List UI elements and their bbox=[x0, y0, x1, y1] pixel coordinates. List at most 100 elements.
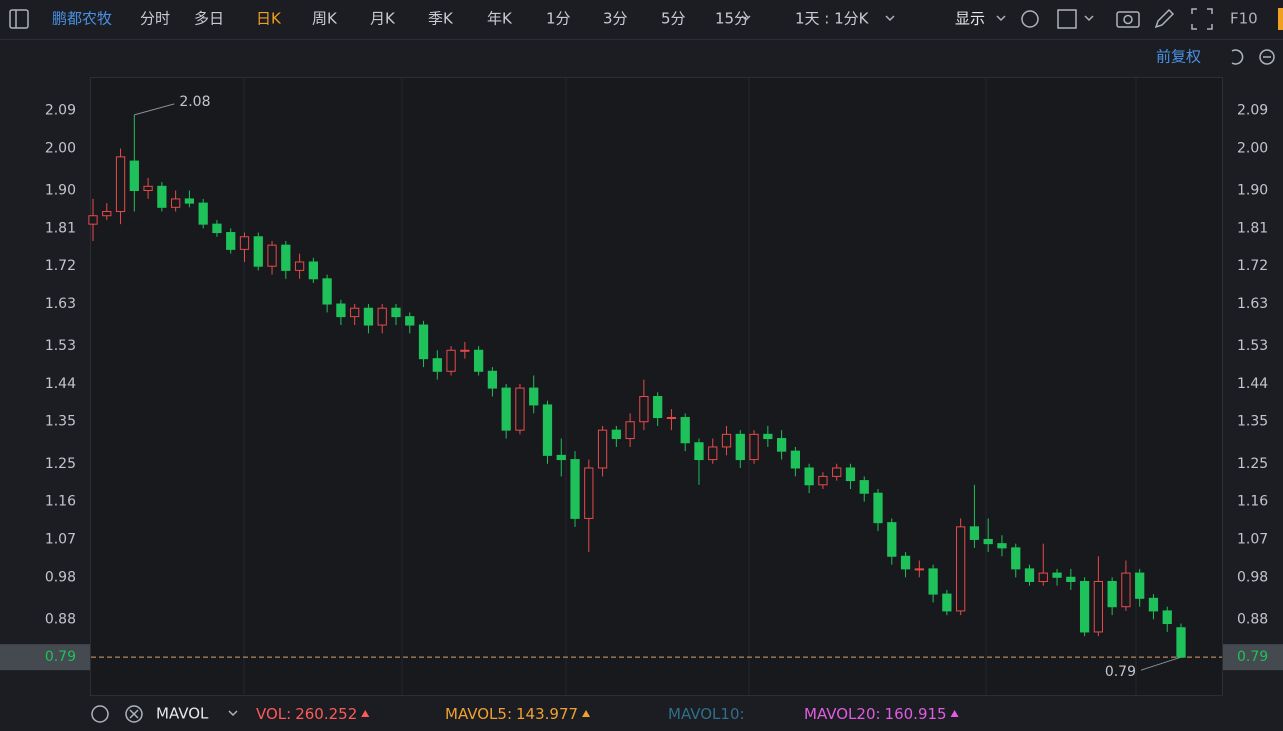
candle-body bbox=[584, 467, 594, 519]
y2-tick-label: 0.79 bbox=[1237, 649, 1268, 665]
candle-body bbox=[956, 526, 966, 612]
indicator-close-icon[interactable] bbox=[125, 705, 143, 723]
candle-body bbox=[487, 370, 498, 389]
reset-icon[interactable] bbox=[1231, 49, 1244, 65]
tab[interactable]: 月K bbox=[370, 10, 396, 28]
candle-body bbox=[763, 433, 773, 440]
tab[interactable]: 5分 bbox=[661, 10, 686, 28]
candle-body bbox=[625, 421, 635, 440]
sidebar-icon[interactable] bbox=[9, 9, 29, 29]
candles: 2.09 2.09 2.00 2.00 1.90 1.90 1.81 1.81 1.72 1.72… bbox=[0, 94, 1283, 680]
tabs: 分时 多日 日K 周K 月K 季K 年K 1分 3分 5分 15分 bbox=[140, 10, 749, 28]
y2-tick-label: 1.35 bbox=[1237, 414, 1268, 430]
y2-tick-label: 1.16 bbox=[1237, 494, 1268, 510]
tab[interactable]: 15分 bbox=[715, 10, 749, 28]
chevron bbox=[741, 15, 751, 22]
candle-body bbox=[115, 156, 126, 213]
candle-body bbox=[1011, 547, 1021, 570]
indicator-settings-icon[interactable] bbox=[91, 705, 109, 723]
trend-arrow bbox=[582, 710, 591, 717]
indicator-value: 143.977 bbox=[516, 705, 578, 723]
candle-body bbox=[1148, 597, 1159, 612]
tab[interactable]: 分时 bbox=[140, 10, 170, 28]
indicator-name[interactable]: MAVOL bbox=[156, 705, 209, 723]
y2-tick-label: 0.88 bbox=[1237, 611, 1268, 627]
display-menu[interactable]: 显示 bbox=[955, 10, 985, 28]
candle-body bbox=[294, 261, 305, 271]
tab[interactable]: 季K bbox=[428, 10, 454, 28]
candle-body bbox=[832, 467, 842, 477]
chevron bbox=[1084, 15, 1094, 22]
camera-icon[interactable] bbox=[1116, 11, 1140, 28]
candle-body bbox=[281, 244, 291, 271]
candle-body bbox=[198, 202, 208, 225]
y-tick-label: 1.44 bbox=[45, 376, 76, 392]
candle-body bbox=[446, 349, 456, 372]
tab[interactable]: 年K bbox=[487, 10, 513, 28]
candle-body bbox=[377, 307, 387, 326]
edge-marker bbox=[1278, 8, 1283, 30]
indicator-label: MAVOL20: bbox=[804, 705, 881, 723]
candle-body bbox=[914, 568, 924, 571]
indicator-item: MAVOL10: bbox=[668, 705, 745, 723]
candle-body bbox=[653, 396, 663, 419]
candle-body bbox=[680, 417, 690, 444]
y2-tick-label: 1.25 bbox=[1237, 456, 1268, 472]
candle-body bbox=[969, 526, 980, 540]
y-tick-label: 1.63 bbox=[45, 296, 76, 312]
candle-body bbox=[336, 303, 346, 318]
adjust-select[interactable]: 前复权 bbox=[1156, 48, 1201, 66]
candle-body bbox=[900, 555, 911, 570]
settings-icon[interactable] bbox=[1021, 10, 1039, 28]
plot-area bbox=[90, 77, 1223, 696]
indicator-item: MAVOL5: 143.977 bbox=[445, 705, 578, 723]
y-tick-label: 1.90 bbox=[45, 183, 76, 199]
candle-body bbox=[983, 538, 993, 545]
last-price-box bbox=[1223, 644, 1283, 671]
f10-button[interactable]: F10 bbox=[1230, 10, 1258, 28]
candle-body bbox=[501, 387, 511, 431]
tab[interactable]: 3分 bbox=[603, 10, 628, 28]
close-x bbox=[129, 709, 139, 719]
indicator-value: 160.915 bbox=[885, 705, 947, 723]
indicator-label: MAVOL5: bbox=[445, 705, 512, 723]
candle-body bbox=[253, 236, 263, 267]
tab[interactable]: 日K bbox=[256, 10, 282, 28]
candle-body bbox=[129, 160, 139, 192]
candle-body bbox=[611, 429, 621, 440]
candle-body bbox=[363, 307, 374, 326]
fullscreen-icon[interactable] bbox=[1191, 8, 1213, 30]
checkbox-icon[interactable] bbox=[1057, 9, 1077, 29]
candle-body bbox=[529, 387, 539, 406]
pen-icon[interactable] bbox=[1154, 8, 1175, 29]
chevron bbox=[996, 15, 1006, 22]
candle-body bbox=[639, 396, 649, 423]
indicator-item: MAVOL20: 160.915 bbox=[804, 705, 947, 723]
indicator-label: MAVOL10: bbox=[668, 705, 745, 723]
max-label: 2.08 bbox=[179, 94, 210, 110]
candle-body bbox=[432, 358, 442, 372]
candle-body bbox=[928, 568, 938, 595]
candle-body bbox=[1107, 580, 1117, 608]
candle-body bbox=[1176, 627, 1186, 658]
tab[interactable]: 1分 bbox=[546, 10, 571, 28]
y-tick-label: 1.81 bbox=[45, 220, 76, 236]
stock-name[interactable]: 鹏都农牧 bbox=[52, 10, 112, 28]
candle-body bbox=[1093, 580, 1103, 633]
trend-arrow bbox=[950, 710, 959, 717]
candle-body bbox=[749, 433, 759, 461]
y-tick-label: 1.07 bbox=[45, 531, 76, 547]
candle-body bbox=[1121, 572, 1131, 608]
y-tick-label: 1.72 bbox=[45, 258, 76, 274]
y-tick-label: 2.09 bbox=[45, 103, 76, 119]
candle-body bbox=[88, 215, 98, 225]
zoom-out-icon[interactable] bbox=[1259, 49, 1275, 65]
y-tick-label: 1.25 bbox=[45, 456, 76, 472]
candle-body bbox=[1162, 610, 1172, 625]
candle-body bbox=[804, 467, 814, 486]
period-select[interactable]: 1天 : 1分K bbox=[795, 10, 870, 28]
tab[interactable]: 多日 bbox=[194, 10, 224, 28]
tab[interactable]: 周K bbox=[312, 10, 338, 28]
y-tick-label: 0.88 bbox=[45, 611, 76, 627]
